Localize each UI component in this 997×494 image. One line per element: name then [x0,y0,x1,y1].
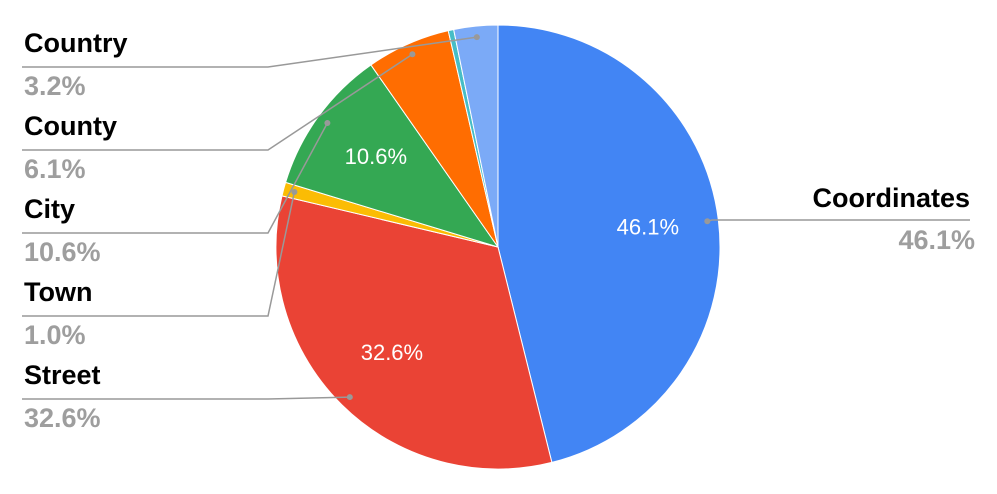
label-name: Street [24,360,101,390]
label-value: 3.2% [24,71,86,101]
leader-line [22,191,296,317]
leader-line [22,36,477,68]
label-value: 32.6% [24,403,101,433]
label-value: 46.1% [898,225,975,255]
pie-slice [453,24,499,248]
leader-dot [473,34,480,41]
label-value: 6.1% [24,154,86,184]
leader-dot [346,394,353,401]
leader-line [22,396,350,400]
slice-label: 46.1% [617,214,679,239]
pie-slice [275,195,553,470]
label-value: 1.0% [24,320,86,350]
slice-label: 32.6% [361,340,423,365]
leader-dot [291,188,298,195]
leader-dot [324,120,331,127]
slice-label: 10.6% [345,144,407,169]
label-name: City [24,194,75,224]
label-name: Town [24,277,92,307]
leader-line [707,219,970,222]
label-name: Country [24,28,128,58]
label-value: 10.6% [24,237,101,267]
leader-line [22,53,413,151]
leader-dot [704,218,711,225]
label-name: County [24,111,117,141]
leader-dot [409,51,416,58]
leader-line [22,122,329,234]
label-name: Coordinates [812,183,970,213]
